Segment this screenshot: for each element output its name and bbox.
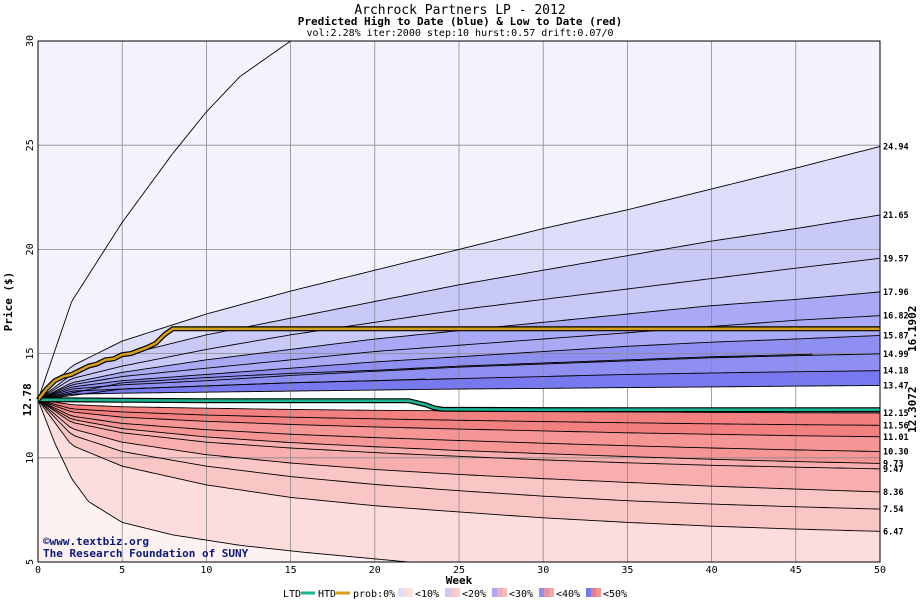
- low-band-1: [38, 399, 880, 437]
- x-tick-label: 25: [453, 565, 465, 576]
- high-quantile-label: 13.47: [883, 381, 909, 391]
- credit-site-text: www.textbiz.org: [50, 535, 149, 548]
- low-quantile-line-2: [37, 399, 881, 438]
- legend-item-label: <50%: [603, 589, 627, 600]
- htd-ltd-paths: [36, 326, 880, 413]
- low-quantile-label: 11.56: [883, 421, 909, 431]
- legend-item-label: <10%: [415, 589, 439, 600]
- x-tick-label: 10: [200, 565, 212, 576]
- high-quantile-label: 14.18: [883, 367, 909, 377]
- low-quantile-label: 6.47: [883, 527, 903, 537]
- legend: LTD HTD prob:0% <10% <20% <30% <40% <50%: [283, 588, 627, 600]
- legend-item-label: <20%: [462, 589, 486, 600]
- x-tick-label: 15: [285, 565, 297, 576]
- low-quantile-line-5: [37, 399, 881, 470]
- low-quantile-label: 8.36: [883, 488, 903, 498]
- low-band-3: [38, 399, 880, 464]
- low-quantile-label: 11.01: [883, 433, 909, 443]
- low-quantile-label: 10.30: [883, 448, 909, 458]
- high-quantile-label: 14.99: [883, 350, 909, 360]
- high-extra-line-1: [37, 378, 426, 401]
- ltd-end-label: 12.3072: [906, 387, 919, 433]
- low-quantile-label: 9.47: [883, 465, 903, 475]
- x-tick-label: 35: [621, 565, 633, 576]
- high-quantile-line-7: [37, 353, 881, 401]
- x-tick-label: 50: [874, 565, 886, 576]
- high-quantile-label: 17.96: [883, 288, 909, 298]
- low-quantile-line-7: [37, 399, 881, 510]
- low-band-2: [38, 399, 880, 452]
- x-tick-label: 20: [369, 565, 381, 576]
- htd-path: [36, 327, 880, 401]
- y-tick-label: 25: [25, 139, 36, 151]
- legend-item-label: <40%: [556, 589, 580, 600]
- chart-subtitle: Predicted High to Date (blue) & Low to D…: [298, 15, 623, 28]
- low-band-8: [38, 399, 880, 562]
- high-quantile-line-0: [37, 40, 291, 401]
- low-quantile-line-6: [37, 399, 881, 493]
- x-tick-label: 40: [706, 565, 718, 576]
- high-quantile-line-1: [37, 146, 881, 401]
- credit-site: ©www.textbiz.org: [43, 535, 149, 548]
- high-extra-line-0: [37, 353, 813, 401]
- legend-swatch-red: [591, 588, 601, 597]
- high-band-6: [38, 315, 880, 400]
- x-tick-label: 5: [119, 565, 125, 576]
- low-quantile-line-1: [37, 399, 881, 426]
- legend-swatch-red: [497, 588, 507, 597]
- y-tick-label: 5: [25, 559, 36, 565]
- high-quantile-line-2: [37, 214, 881, 401]
- high-quantile-line-5: [37, 315, 881, 401]
- low-quantile-line-9: [37, 399, 409, 563]
- low-quantile-label: 12.15: [883, 409, 909, 419]
- low-quantile-line-4: [37, 399, 881, 464]
- legend-swatch-red: [544, 588, 554, 597]
- x-axis-label: Week: [446, 574, 473, 587]
- legend-prob-label: prob:0%: [353, 589, 395, 600]
- x-tick-label: 45: [790, 565, 802, 576]
- high-band-7: [38, 335, 880, 400]
- start-price-label: 12.78: [21, 383, 34, 416]
- legend-swatch-red: [450, 588, 460, 597]
- y-tick-label: 10: [25, 452, 36, 464]
- high-quantile-line-6: [37, 335, 881, 401]
- legend-item-label: <30%: [509, 589, 533, 600]
- plot-frame: [37, 40, 881, 563]
- legend-htd-label: HTD: [318, 589, 336, 600]
- low-quantile-label: 7.54: [883, 505, 903, 515]
- high-quantile-label: 15.87: [883, 331, 909, 341]
- y-tick-label: 30: [25, 35, 36, 47]
- high-quantile-line-3: [37, 257, 881, 401]
- x-tick-label: 0: [35, 565, 41, 576]
- low-quantile-label: 9.73: [883, 459, 903, 469]
- chart-params: vol:2.28% iter:2000 step:10 hurst:0.57 d…: [306, 28, 613, 39]
- high-band-5: [38, 291, 880, 400]
- y-tick-label: 20: [25, 243, 36, 255]
- low-quantile-line-8: [37, 399, 881, 532]
- legend-swatch-red: [403, 588, 413, 597]
- credit-org: The Research Foundation of SUNY: [43, 547, 249, 560]
- high-quantile-label: 21.65: [883, 211, 909, 221]
- legend-ltd-label: LTD: [283, 589, 301, 600]
- high-quantile-line-9: [37, 385, 881, 401]
- high-quantile-label: 19.57: [883, 254, 909, 264]
- chart-title: Archrock Partners LP - 2012: [354, 3, 565, 18]
- high-quantile-label: 24.94: [883, 142, 909, 152]
- y-tick-label: 15: [25, 348, 36, 360]
- low-band-5: [38, 399, 880, 492]
- low-quantile-line-3: [37, 399, 881, 452]
- copyright-icon: ©: [43, 535, 50, 548]
- right-quantile-labels: 24.94 21.65 19.57 17.96 16.82 15.87 14.99 14.18…: [883, 142, 909, 537]
- ltd-path: [38, 398, 880, 412]
- y-axis-label: Price ($): [2, 272, 15, 332]
- x-tick-label: 30: [537, 565, 549, 576]
- high-quantile-label: 16.82: [883, 312, 909, 322]
- htd-end-label: 16.1902: [906, 306, 919, 352]
